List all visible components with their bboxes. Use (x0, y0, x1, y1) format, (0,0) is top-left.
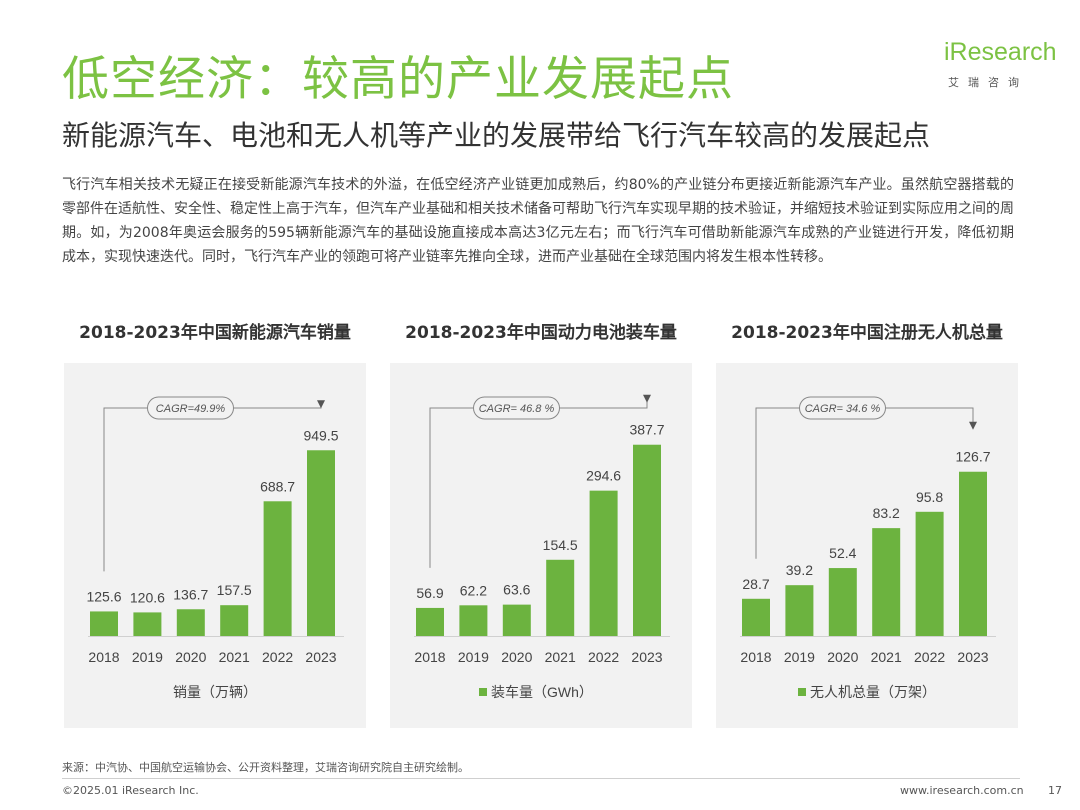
legend-swatch (798, 688, 806, 696)
value-label-2021: 154.5 (543, 537, 578, 553)
cagr-arrow-head (969, 421, 977, 430)
chart-title-ev-sales: 2018-2023年中国新能源汽车销量 (79, 323, 351, 343)
chart-ev-sales: 125.6 2018 120.6 2019 136.7 2020 157.5 2021 688.… (86, 396, 344, 700)
bar-2021 (546, 559, 575, 636)
x-tick-label-2023: 2023 (957, 649, 988, 665)
bar-2020 (176, 609, 205, 636)
x-tick-label-2023: 2023 (631, 649, 662, 665)
bar-2023 (307, 450, 335, 636)
chart-battery: 56.9 2018 62.2 2019 63.6 2020 154.5 2021 294.6 20… (414, 394, 670, 700)
bar-2019 (785, 585, 814, 636)
bar-2021 (220, 605, 249, 636)
x-tick-label-2023: 2023 (305, 649, 336, 665)
chart-title-drone: 2018-2023年中国注册无人机总量 (731, 323, 1003, 343)
page-number: 17 (1048, 784, 1062, 797)
iresearch-logo: iResearch 艾瑞咨询 (944, 36, 1057, 96)
x-tick-label-2019: 2019 (132, 649, 163, 665)
x-tick-label-2018: 2018 (740, 649, 771, 665)
value-label-2019: 62.2 (460, 582, 487, 598)
value-label-2018: 56.9 (416, 585, 443, 601)
value-label-2023: 949.5 (303, 427, 338, 443)
cagr-label: CAGR= 46.8 % (479, 403, 555, 415)
x-tick-label-2020: 2020 (175, 649, 206, 665)
value-label-2022: 95.8 (916, 489, 943, 505)
x-tick-label-2021: 2021 (871, 649, 902, 665)
cagr-label: CAGR= 34.6 % (805, 403, 881, 415)
value-label-2023: 387.7 (629, 422, 664, 438)
cagr-arrow-head (643, 394, 651, 403)
footer-divider (62, 778, 1020, 779)
body-paragraph: 飞行汽车相关技术无疑正在接受新能源汽车技术的外溢，在低空经济产业链更加成熟后，约… (62, 177, 1014, 265)
value-label-2020: 136.7 (173, 586, 208, 602)
legend-swatch (479, 688, 487, 696)
chart-panel-drone: 28.7 2018 39.2 2019 52.4 2020 83.2 2021 95.8 2022… (716, 363, 1018, 728)
bar-2022 (589, 490, 618, 636)
x-tick-label-2019: 2019 (458, 649, 489, 665)
chart-title-battery: 2018-2023年中国动力电池装车量 (405, 323, 677, 343)
page-title: 低空经济：较高的产业发展起点 (62, 52, 734, 107)
value-label-2018: 28.7 (742, 576, 769, 592)
value-label-2018: 125.6 (86, 588, 121, 604)
legend-label: 装车量（GWh） (491, 684, 593, 700)
value-label-2020: 63.6 (503, 582, 530, 598)
page-subtitle: 新能源汽车、电池和无人机等产业的发展带给飞行汽车较高的发展起点 (62, 119, 931, 152)
x-tick-label-2019: 2019 (784, 649, 815, 665)
x-tick-label-2022: 2022 (262, 649, 293, 665)
value-label-2021: 83.2 (873, 505, 900, 521)
legend-label: 销量（万辆） (173, 684, 257, 700)
x-tick-label-2022: 2022 (914, 649, 945, 665)
bar-2022 (263, 501, 292, 636)
chart-panel-ev-sales: 125.6 2018 120.6 2019 136.7 2020 157.5 2021 688.… (64, 363, 366, 728)
legend-label: 无人机总量（万架） (810, 684, 936, 700)
value-label-2019: 39.2 (786, 562, 813, 578)
value-label-2022: 688.7 (260, 478, 295, 494)
bar-2023 (959, 471, 987, 636)
cagr-pill (799, 396, 886, 420)
copyright: ©2025.01 iResearch Inc. (62, 784, 199, 797)
logo-wordmark: iResearch (944, 38, 1057, 66)
bar-2019 (459, 605, 488, 636)
x-tick-label-2022: 2022 (588, 649, 619, 665)
website-link[interactable]: www.iresearch.com.cn (900, 784, 1024, 797)
bar-2023 (633, 444, 661, 636)
bar-2020 (828, 568, 857, 636)
x-tick-label-2021: 2021 (219, 649, 250, 665)
chart-panel-battery: 56.9 2018 62.2 2019 63.6 2020 154.5 2021 294.6 20… (390, 363, 692, 728)
x-tick-label-2020: 2020 (501, 649, 532, 665)
source-note: 来源：中汽协、中国航空运输协会、公开资料整理，艾瑞咨询研究院自主研究绘制。 (62, 761, 469, 774)
cagr-arrow-head (317, 400, 325, 409)
cagr-pill (473, 396, 560, 420)
bar-2021 (872, 528, 901, 636)
logo-subtitle: 艾瑞咨询 (948, 76, 1028, 89)
x-tick-label-2018: 2018 (414, 649, 445, 665)
bar-2018 (90, 611, 118, 636)
bar-2022 (915, 511, 944, 636)
cagr-label: CAGR=49.9% (156, 403, 226, 415)
value-label-2022: 294.6 (586, 468, 621, 484)
bar-2018 (742, 598, 770, 636)
bar-2020 (502, 604, 531, 636)
x-tick-label-2018: 2018 (88, 649, 119, 665)
value-label-2019: 120.6 (130, 589, 165, 605)
x-tick-label-2021: 2021 (545, 649, 576, 665)
bar-2019 (133, 612, 162, 636)
value-label-2020: 52.4 (829, 545, 856, 561)
value-label-2021: 157.5 (217, 582, 252, 598)
value-label-2023: 126.7 (955, 449, 990, 465)
bar-2018 (416, 607, 444, 636)
cagr-pill (147, 396, 234, 420)
x-tick-label-2020: 2020 (827, 649, 858, 665)
chart-drone: 28.7 2018 39.2 2019 52.4 2020 83.2 2021 95.8 2022… (740, 396, 996, 700)
